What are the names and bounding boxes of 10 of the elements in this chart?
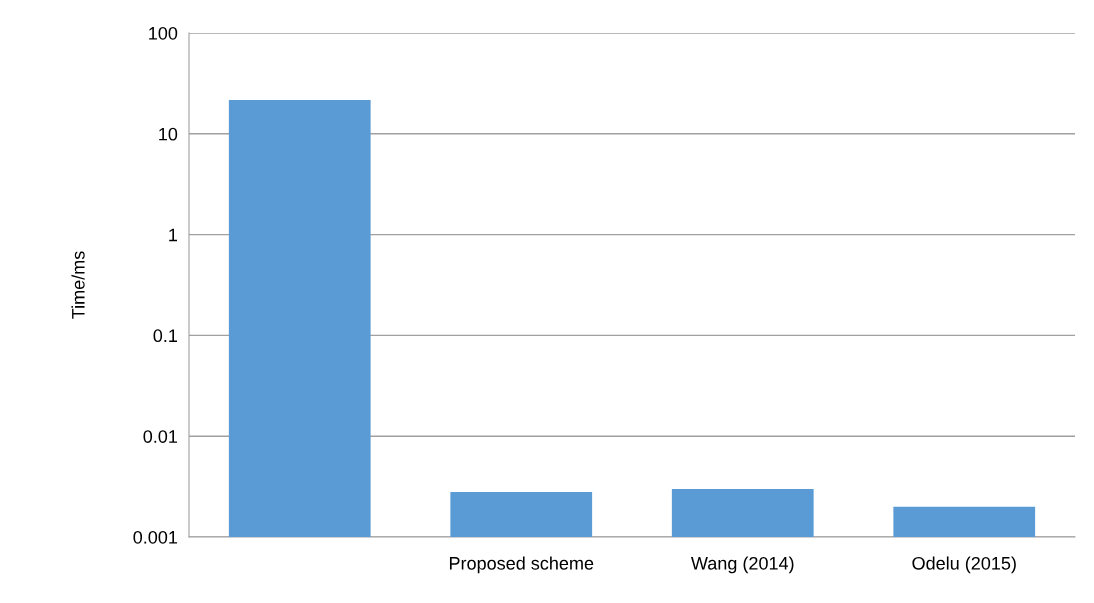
y-tick-label: 0.01 <box>143 430 178 443</box>
y-tick-label: 0.1 <box>153 329 178 343</box>
y-tick-label: 0.001 <box>133 530 178 544</box>
x-tick-label: Wang (2014) <box>690 556 794 574</box>
y-tick-label: 10 <box>159 127 178 141</box>
y-tick-label: 1 <box>169 228 178 242</box>
y-axis-title: Time/ms <box>71 251 85 319</box>
x-tick-label: Odelu (2015) <box>912 556 1016 574</box>
x-tick-label: Proposed scheme <box>449 556 594 574</box>
y-tick-label: 100 <box>149 26 178 40</box>
